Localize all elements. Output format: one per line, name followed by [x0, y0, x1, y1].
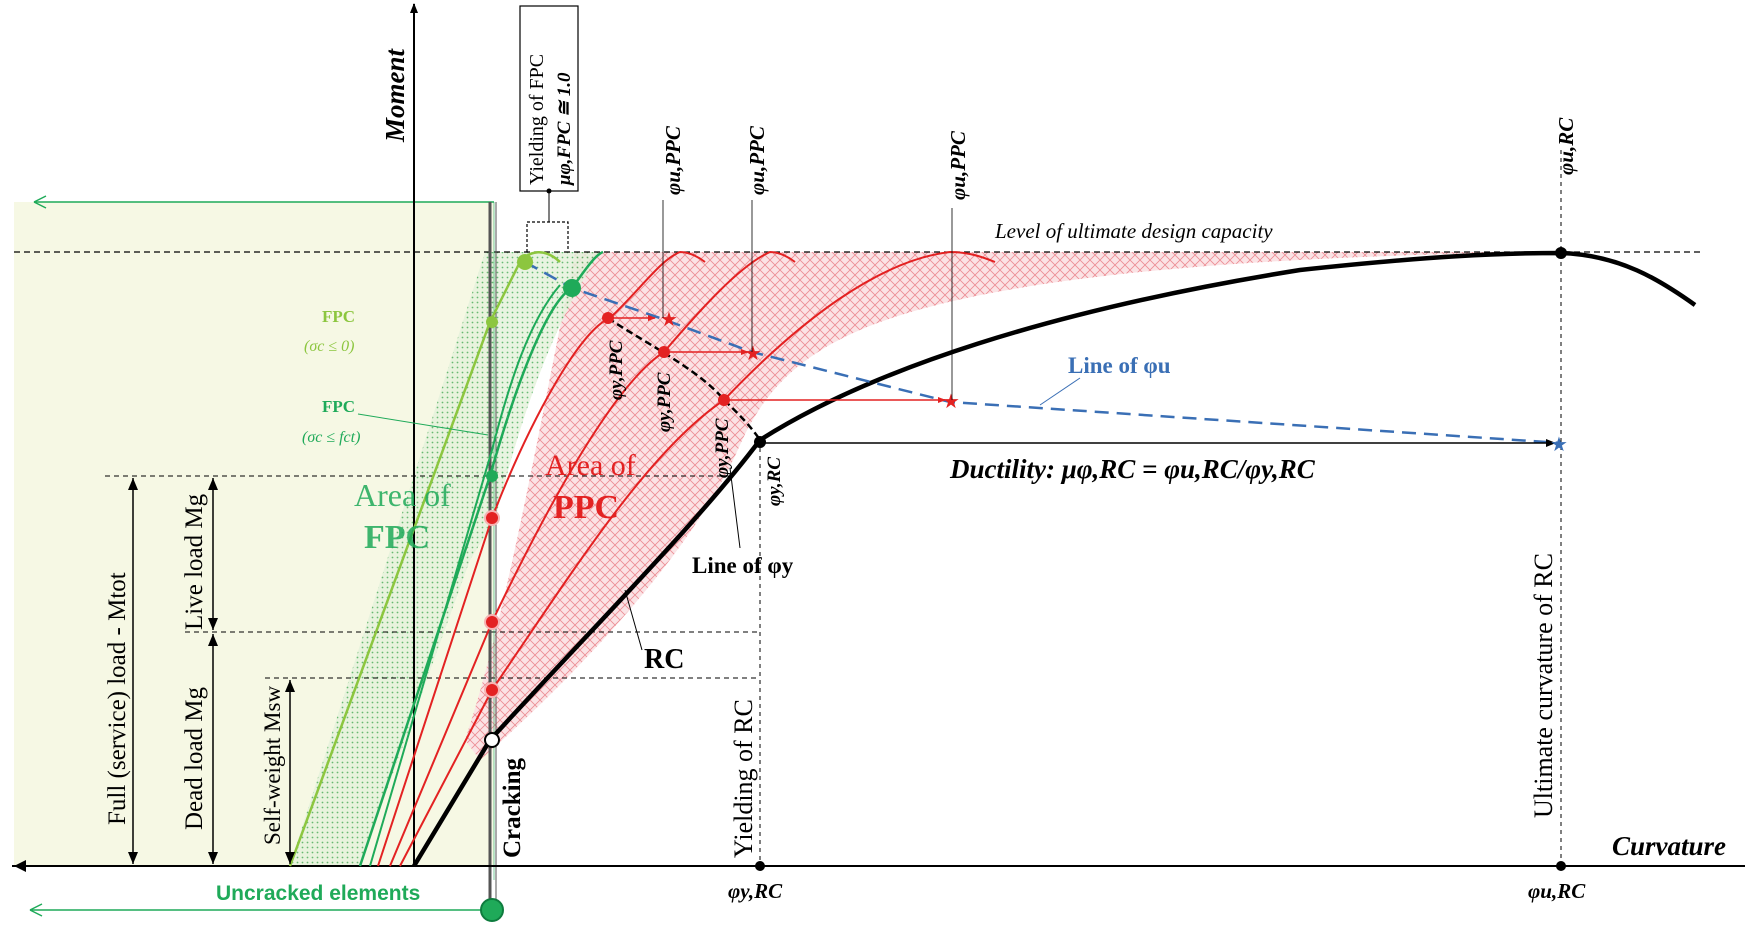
rc-label: RC — [644, 644, 684, 675]
svg-text:★: ★ — [1550, 434, 1568, 456]
yield-box-line2: μφ,FPC ≅ 1.0 — [554, 72, 575, 186]
line-of-phi-u-label: Line of φu — [1068, 353, 1171, 378]
phi-u-rc-label: φu,RC — [1554, 117, 1578, 175]
ultimate-rc-label: Ultimate curvature of RC — [1529, 553, 1558, 818]
ppc-curve-2 — [389, 250, 796, 867]
live-load-label: Live load Mg — [181, 493, 208, 630]
ultimate-level-label: Level of ultimate design capacity — [994, 219, 1273, 243]
moment-axis-label: Moment — [380, 47, 410, 143]
area-fpc-line1: Area of — [354, 477, 451, 513]
svg-text:★: ★ — [942, 391, 960, 413]
phi-u-ppc-label-1: φu,PPC — [661, 125, 685, 195]
fpc-curve-2 — [358, 250, 604, 867]
yield-box-line1: Yielding of FPC — [526, 54, 548, 185]
area-ppc-line2: PPC — [553, 489, 619, 526]
ppc-curve-3 — [399, 250, 996, 867]
uncracked-label: Uncracked elements — [216, 882, 420, 905]
ductility-label: Ductility: μφ,RC = φu,RC/φy,RC — [949, 454, 1316, 484]
svg-text:★: ★ — [744, 343, 762, 365]
dead-load-label: Dead load Mg — [181, 686, 208, 830]
fpc1-condition: (σc ≤ 0) — [304, 338, 354, 355]
phi-u-ppc-label-2: φu,PPC — [745, 125, 769, 195]
x-tick-yield-label: φy,RC — [728, 879, 783, 903]
area-fpc-line2: FPC — [364, 519, 430, 556]
self-weight-label: Self-weight Msw — [260, 686, 285, 845]
line-of-phi-y-curve — [607, 316, 762, 441]
ppc-curve-1 — [377, 250, 706, 867]
area-ppc-line1: Area of — [545, 449, 636, 482]
x-tick-ultimate-label: φu,RC — [1528, 879, 1586, 903]
phi-u-ppc-label-3: φu,PPC — [946, 130, 970, 200]
cracking-label: Cracking — [499, 758, 526, 859]
curvature-axis-label: Curvature — [1612, 831, 1726, 861]
svg-text:★: ★ — [660, 309, 678, 331]
phi-y-ppc-label-3: φy,PPC — [712, 418, 733, 478]
phi-y-ppc-label-1: φy,PPC — [606, 340, 627, 400]
line-of-phi-y-label: Line of φy — [692, 553, 794, 578]
phi-y-rc-label: φy,RC — [764, 457, 785, 506]
full-load-label: Full (service) load - Mtot — [104, 572, 131, 825]
phi-y-ppc-label-2: φy,PPC — [654, 372, 675, 432]
ppc-area-hatch — [465, 252, 1560, 760]
fpc1-label: FPC — [322, 307, 355, 326]
fpc2-condition: (σc ≤ fct) — [302, 429, 360, 446]
yielding-rc-label: Yielding of RC — [729, 699, 758, 858]
fpc-area-dots — [290, 252, 600, 865]
fpc2-label: FPC — [322, 397, 355, 416]
